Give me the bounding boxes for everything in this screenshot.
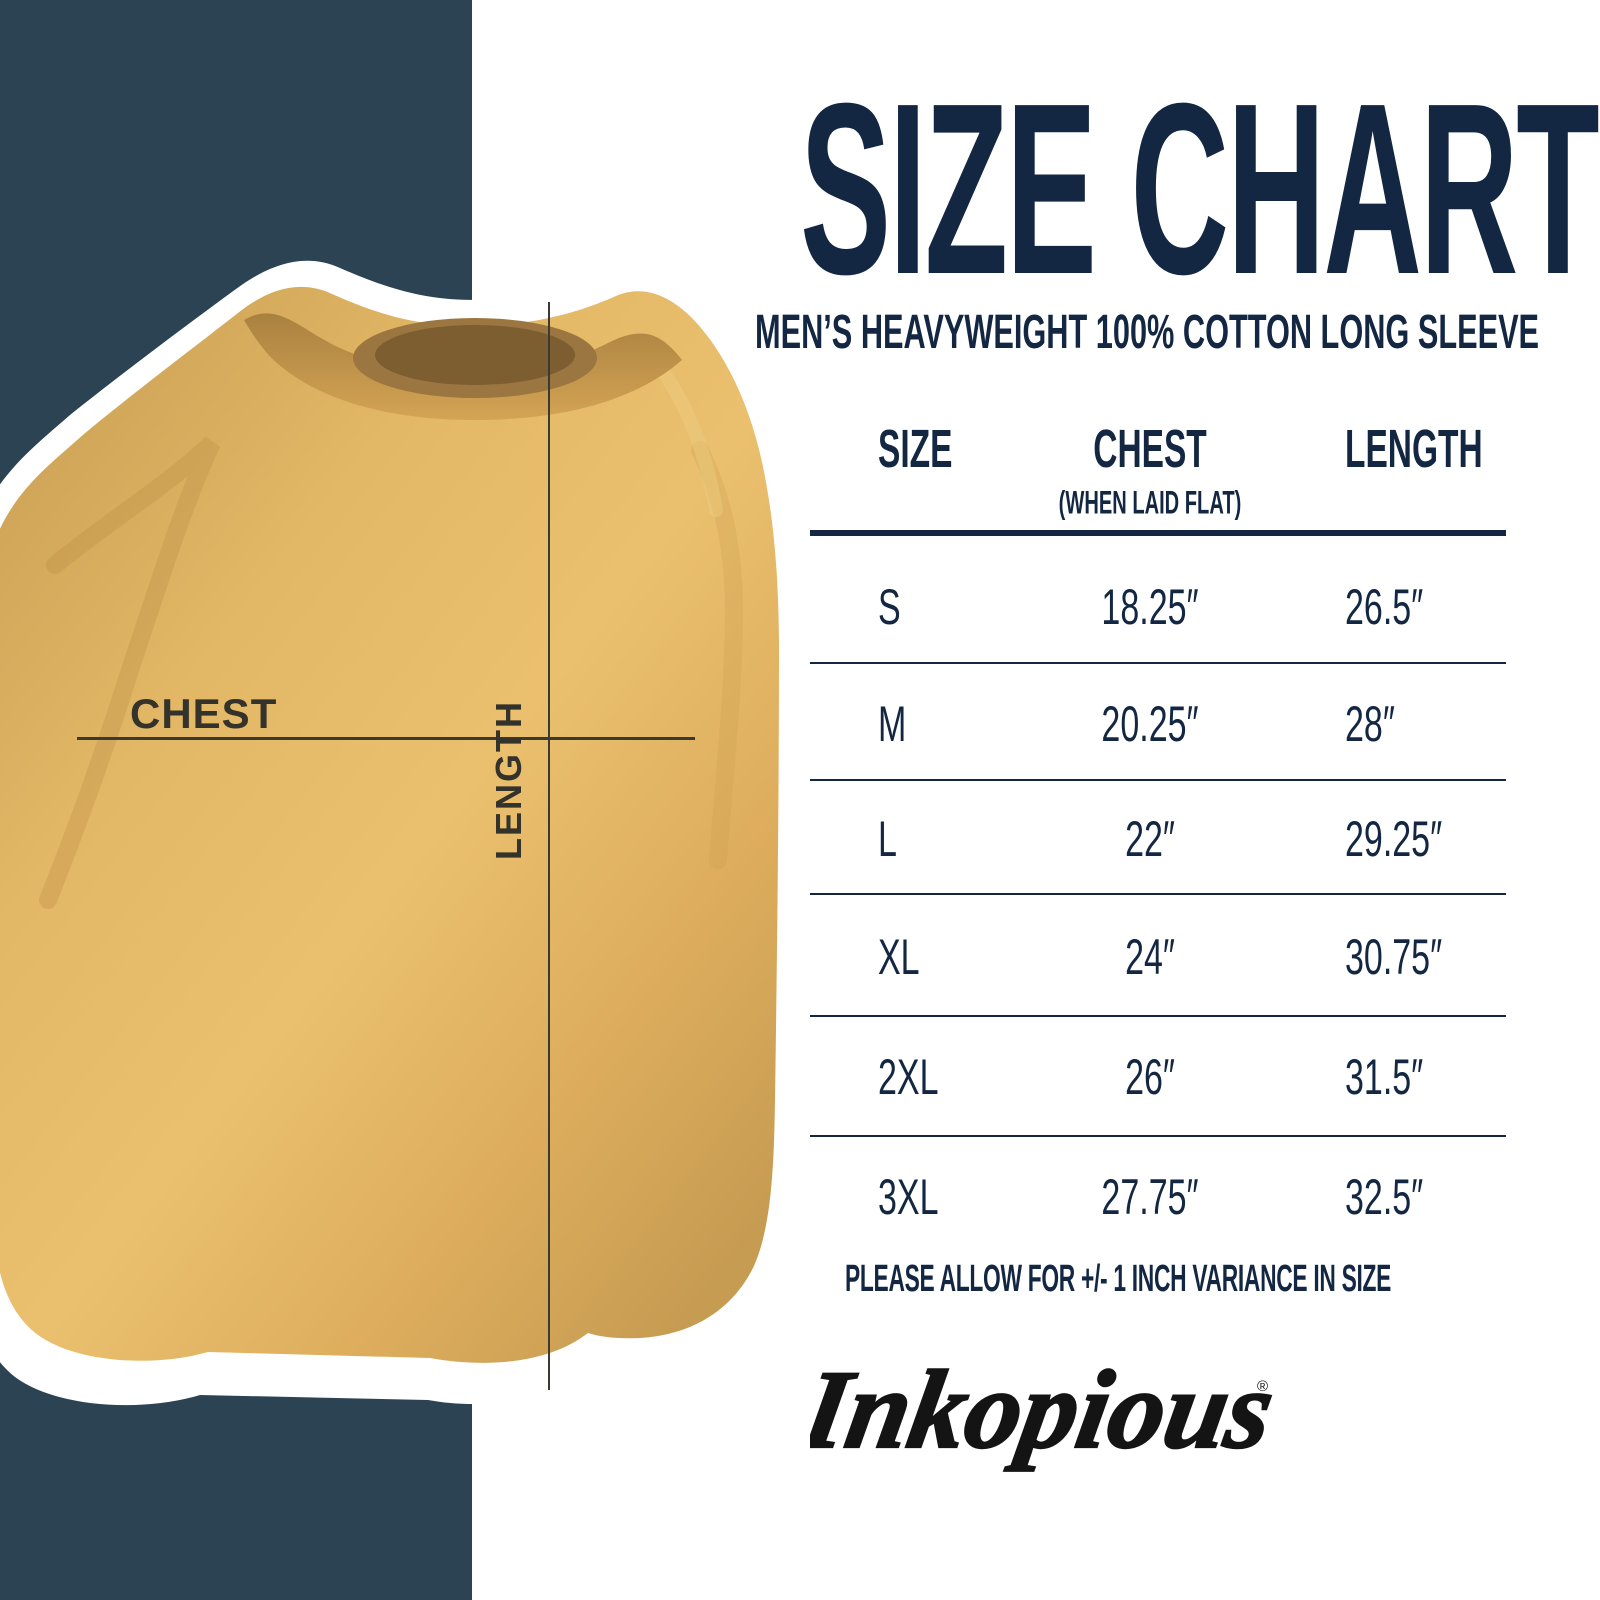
svg-text:Inkopious: Inkopious [810,1348,1283,1472]
svg-text:®: ® [1257,1378,1268,1395]
